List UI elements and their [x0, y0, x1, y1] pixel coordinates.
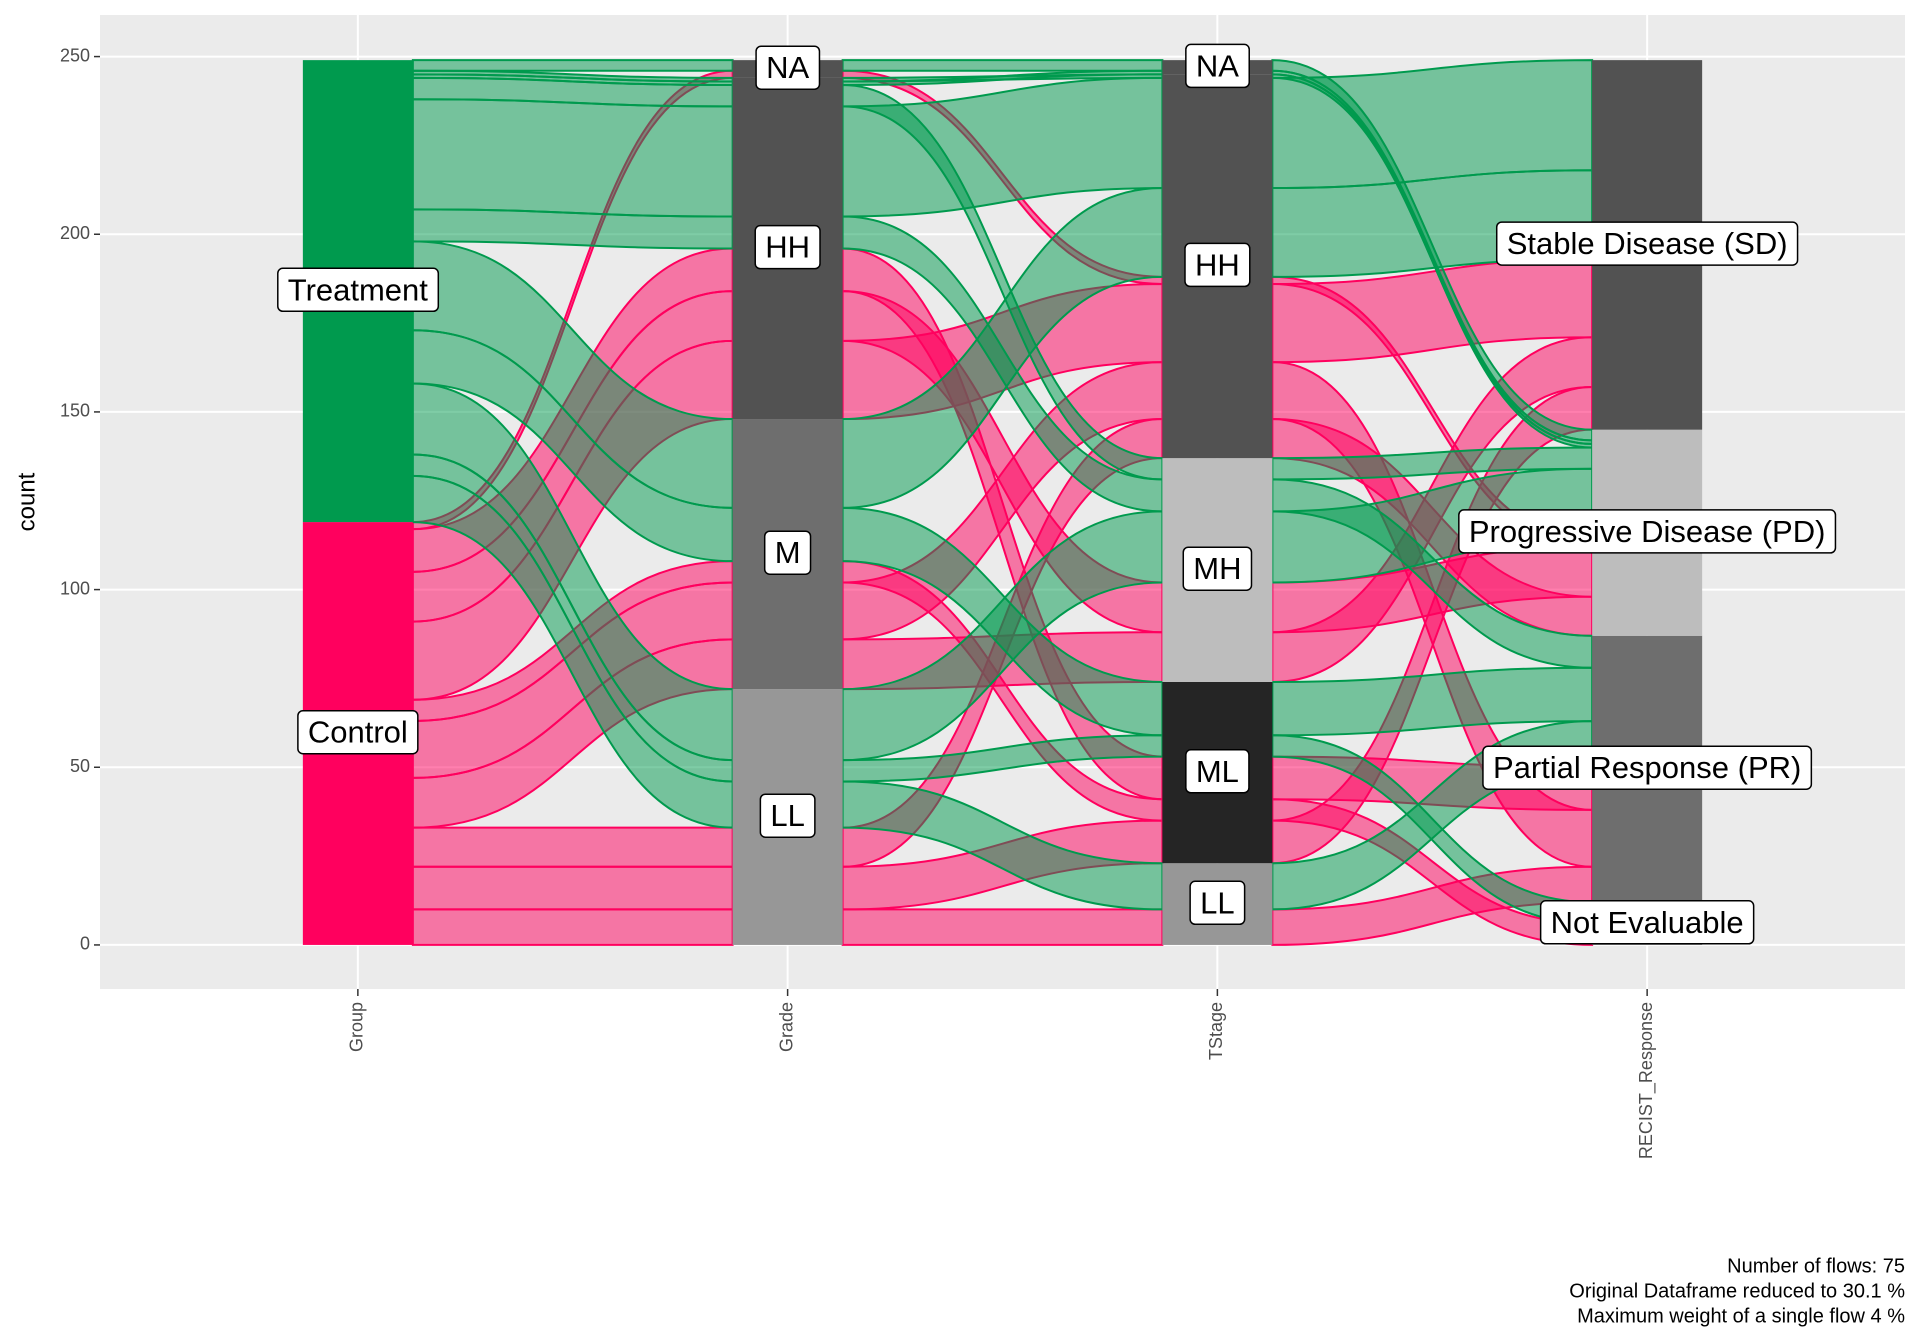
stratum-label-box: [297, 709, 419, 755]
y-tick-label: 50: [70, 756, 90, 776]
stratum-label-box: [763, 530, 812, 575]
stratum-label-box: [1458, 509, 1837, 554]
y-tick-label: 150: [60, 401, 90, 421]
stratum-label: HH: [765, 230, 810, 265]
stratum-label: Treatment: [288, 272, 429, 307]
stratum-label: LL: [770, 798, 804, 833]
stratum-label: LL: [1200, 885, 1234, 920]
stratum-label-box: [755, 45, 821, 90]
stratum-label: Partial Response (PR): [1493, 750, 1801, 785]
stratum-label: HH: [1195, 247, 1240, 282]
y-tick-label: 100: [60, 578, 90, 598]
stratum-label-box: [754, 224, 821, 270]
stratum-label: NA: [766, 50, 809, 85]
caption: Number of flows: 75: [1727, 1255, 1905, 1277]
stratum-label-box: [1495, 221, 1799, 266]
y-axis-title: count: [13, 472, 40, 531]
stratum-label-box: [1185, 749, 1250, 794]
y-tick-label: 200: [60, 223, 90, 243]
flows: [411, 59, 1594, 946]
y-tick-label: 0: [80, 934, 90, 954]
stratum-label-box: [1184, 242, 1251, 288]
y-tick-label: 250: [60, 45, 90, 65]
caption: Maximum weight of a single flow 4 %: [1577, 1305, 1905, 1327]
stratum-label: Progressive Disease (PD): [1469, 514, 1826, 549]
x-tick-label: Group: [347, 1002, 367, 1052]
x-tick-label: TStage: [1206, 1002, 1226, 1060]
stratum-label-box: [1182, 546, 1253, 591]
x-tick-label: RECIST_Response: [1636, 1002, 1657, 1159]
caption: Original Dataframe reduced to 30.1 %: [1569, 1280, 1905, 1302]
stratum-label-box: [1189, 880, 1246, 926]
stratum-label-box: [1185, 43, 1250, 89]
stratum-label-box: [1539, 900, 1755, 945]
stratum-label: ML: [1196, 754, 1239, 789]
stratum-label: Stable Disease (SD): [1507, 226, 1788, 261]
stratum-label-box: [759, 793, 816, 838]
stratum-label: NA: [1196, 48, 1239, 83]
stratum-label-box: [1482, 745, 1813, 790]
x-tick-label: Grade: [776, 1002, 796, 1052]
stratum-label: Control: [308, 715, 408, 750]
stratum-label-box: [277, 267, 440, 313]
stratum-label: MH: [1193, 551, 1241, 586]
stratum-label: M: [775, 535, 801, 570]
stratum-label: Not Evaluable: [1551, 905, 1744, 940]
